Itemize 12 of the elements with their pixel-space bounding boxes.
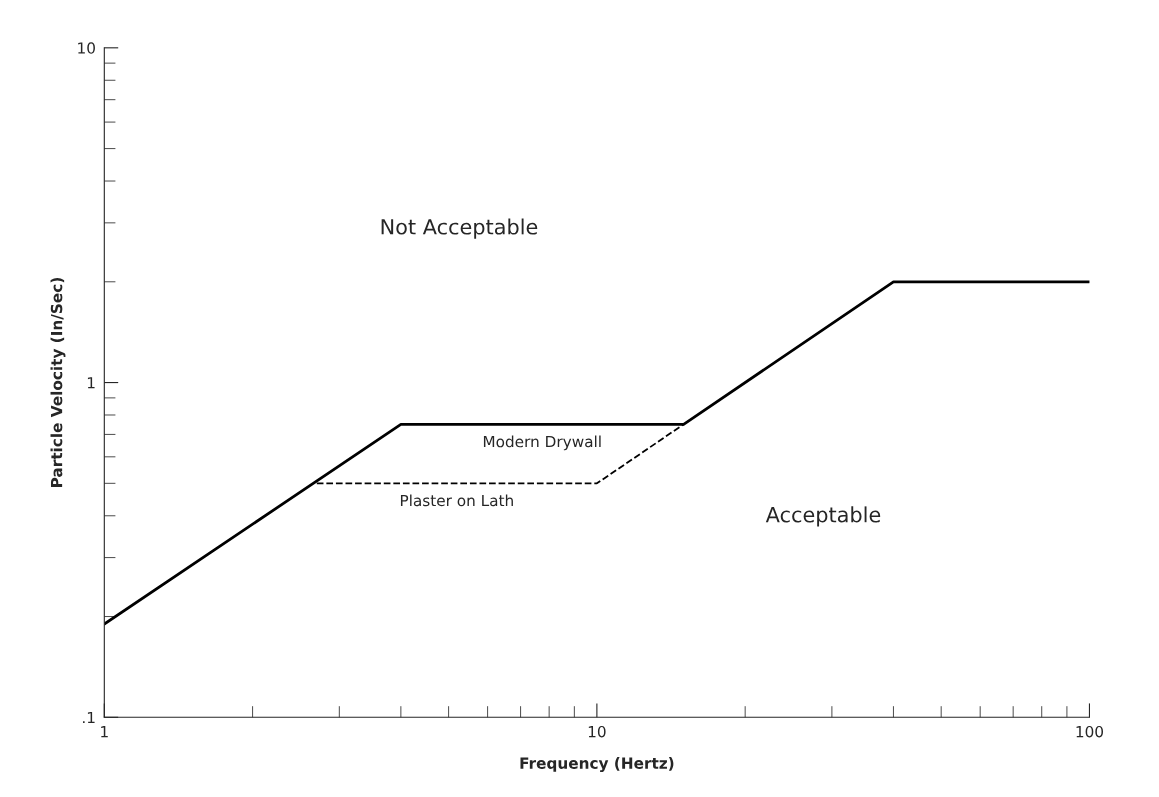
y-tick-label: .1 — [83, 711, 95, 724]
y-tick-label: 10 — [78, 42, 95, 54]
x-tick-label: 10 — [588, 725, 606, 738]
x-axis-title: Frequency (Hertz) — [520, 757, 674, 772]
series-label: Modern Drywall — [483, 435, 601, 451]
series-label: Plaster on Lath — [400, 494, 513, 507]
annotation: Acceptable — [765, 506, 881, 527]
x-tick-label: 100 — [1076, 725, 1104, 738]
y-tick-label: 1 — [87, 377, 95, 389]
annotation: Not Acceptable — [381, 218, 538, 239]
x-tick-label: 1 — [101, 726, 108, 738]
y-axis-title: Particle Velocity (In/Sec) — [50, 278, 66, 487]
